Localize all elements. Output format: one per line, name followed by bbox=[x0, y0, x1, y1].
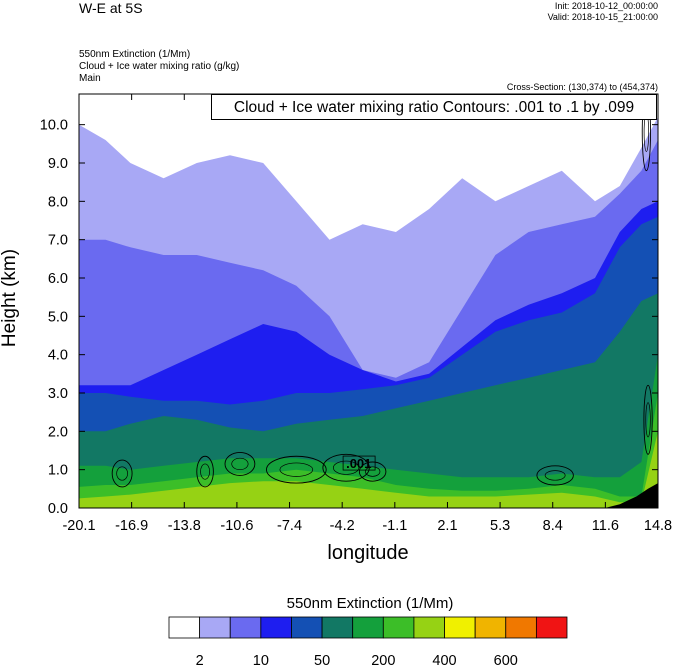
contour-value-label: .001 bbox=[346, 456, 371, 471]
colorbar-label: 50 bbox=[314, 653, 330, 667]
x-tick-label: -20.1 bbox=[62, 518, 95, 534]
colorbar-swatch-white bbox=[168, 616, 201, 639]
cloud-contour-inner bbox=[279, 462, 314, 477]
cloud-contour-inner bbox=[364, 466, 381, 477]
colorbar-label: 400 bbox=[432, 653, 456, 667]
x-tick-label: 11.6 bbox=[592, 518, 619, 534]
band-level-6-teal bbox=[79, 354, 658, 508]
x-axis-label: longitude bbox=[327, 542, 409, 564]
cross-section-label: Cross-Section: (130,374) to (454,374) bbox=[506, 82, 658, 92]
chart-decor: .001 bbox=[111, 94, 653, 488]
valid-time: Valid: 2018-10-15_21:00:00 bbox=[547, 12, 658, 22]
y-tick-label: 1.0 bbox=[48, 463, 68, 479]
y-tick-label: 2.0 bbox=[48, 424, 68, 440]
colorbar-swatch-light-green bbox=[413, 616, 445, 639]
colorbar-swatch-dark-orange bbox=[535, 616, 568, 639]
plot-title: W-E at 5S bbox=[79, 0, 143, 16]
x-tick-label: -10.6 bbox=[220, 518, 253, 534]
x-tick-label: -1.1 bbox=[382, 518, 407, 534]
cloud-contour bbox=[111, 459, 133, 488]
colorbar-swatch-yellow-green bbox=[444, 616, 476, 639]
x-tick-label: -16.9 bbox=[115, 518, 148, 534]
terrain bbox=[604, 483, 658, 508]
cloud-contour-inner bbox=[116, 466, 128, 481]
x-tick-label: -4.2 bbox=[330, 518, 355, 534]
cloud-contour bbox=[641, 94, 651, 172]
cloud-contour bbox=[224, 451, 256, 476]
y-tick-label: 3.0 bbox=[48, 386, 68, 402]
extinction-fills bbox=[79, 94, 658, 508]
colorbar-label: 10 bbox=[253, 653, 269, 667]
contour-info-box: Cloud + Ice water mixing ratio Contours:… bbox=[211, 94, 657, 120]
cloud-contour bbox=[358, 461, 387, 482]
colorbar-swatch-light-violet bbox=[229, 616, 262, 639]
x-tick-label: 14.8 bbox=[644, 518, 672, 534]
y-tick-label: 6.0 bbox=[48, 271, 68, 287]
colorbar-swatch-dark-blue bbox=[321, 616, 354, 639]
colorbar-title: 550nm Extinction (1/Mm) bbox=[286, 595, 454, 612]
y-tick-label: 9.0 bbox=[48, 156, 68, 172]
x-tick-label: 2.1 bbox=[437, 518, 457, 534]
colorbar-swatch-green bbox=[382, 616, 415, 639]
x-tick-label: 5.3 bbox=[490, 518, 510, 534]
cloud-contour bbox=[536, 465, 574, 486]
y-tick-label: 7.0 bbox=[48, 233, 68, 249]
y-tick-label: 8.0 bbox=[48, 194, 68, 210]
field-cloud-ice-label: Cloud + Ice water mixing ratio (g/kg) bbox=[79, 61, 240, 72]
colorbar-swatch-yellow bbox=[474, 616, 507, 639]
colorbar-label: 200 bbox=[371, 653, 395, 667]
colorbar-swatch-lavender bbox=[199, 616, 231, 639]
cloud-contour-inner bbox=[231, 457, 249, 471]
y-tick-label: 0.0 bbox=[48, 501, 68, 517]
colorbar: 2 10 50 200 400 600 bbox=[168, 616, 568, 667]
colorbar-label: 600 bbox=[494, 653, 518, 667]
cloud-contour-inner bbox=[544, 470, 566, 481]
x-tick-label: -7.4 bbox=[277, 518, 302, 534]
colorbar-swatch-teal bbox=[352, 616, 384, 639]
cloud-contour bbox=[643, 384, 653, 455]
axis-ticks: -20.1 -16.9 -13.8 -10.6 -7.4 -4.2 -1.1 2.1 5.3 8.… bbox=[40, 93, 672, 534]
init-time: Init: 2018-10-12_00:00:00 bbox=[554, 1, 658, 11]
y-tick-label: 4.0 bbox=[48, 348, 68, 364]
y-axis-label: Height (km) bbox=[0, 248, 20, 348]
y-tick-label: 10.0 bbox=[40, 118, 68, 134]
cloud-contour-inner bbox=[332, 460, 360, 475]
band-level-7-green bbox=[79, 393, 658, 508]
cloud-contour-inner bbox=[645, 402, 651, 438]
contour-value-box bbox=[342, 455, 376, 471]
cloud-contour bbox=[322, 453, 370, 482]
field-extinction-label: 550nm Extinction (1/Mm) bbox=[79, 49, 191, 60]
cloud-contour-inner bbox=[200, 463, 210, 480]
y-tick-label: 5.0 bbox=[48, 309, 68, 325]
x-tick-label: 8.4 bbox=[543, 518, 563, 534]
colorbar-label: 2 bbox=[196, 653, 204, 667]
x-tick-label: -13.8 bbox=[168, 518, 201, 534]
colorbar-swatch-orange bbox=[505, 616, 537, 639]
band-level-8-lightgreen bbox=[79, 431, 658, 508]
colorbar-swatch-royal-blue bbox=[291, 616, 323, 639]
band-level-5-darkblue bbox=[79, 293, 658, 508]
cloud-contour bbox=[196, 455, 214, 488]
colorbar-swatch-blue bbox=[260, 616, 292, 639]
cloud-contour bbox=[266, 455, 327, 484]
field-main-label: Main bbox=[79, 73, 101, 84]
